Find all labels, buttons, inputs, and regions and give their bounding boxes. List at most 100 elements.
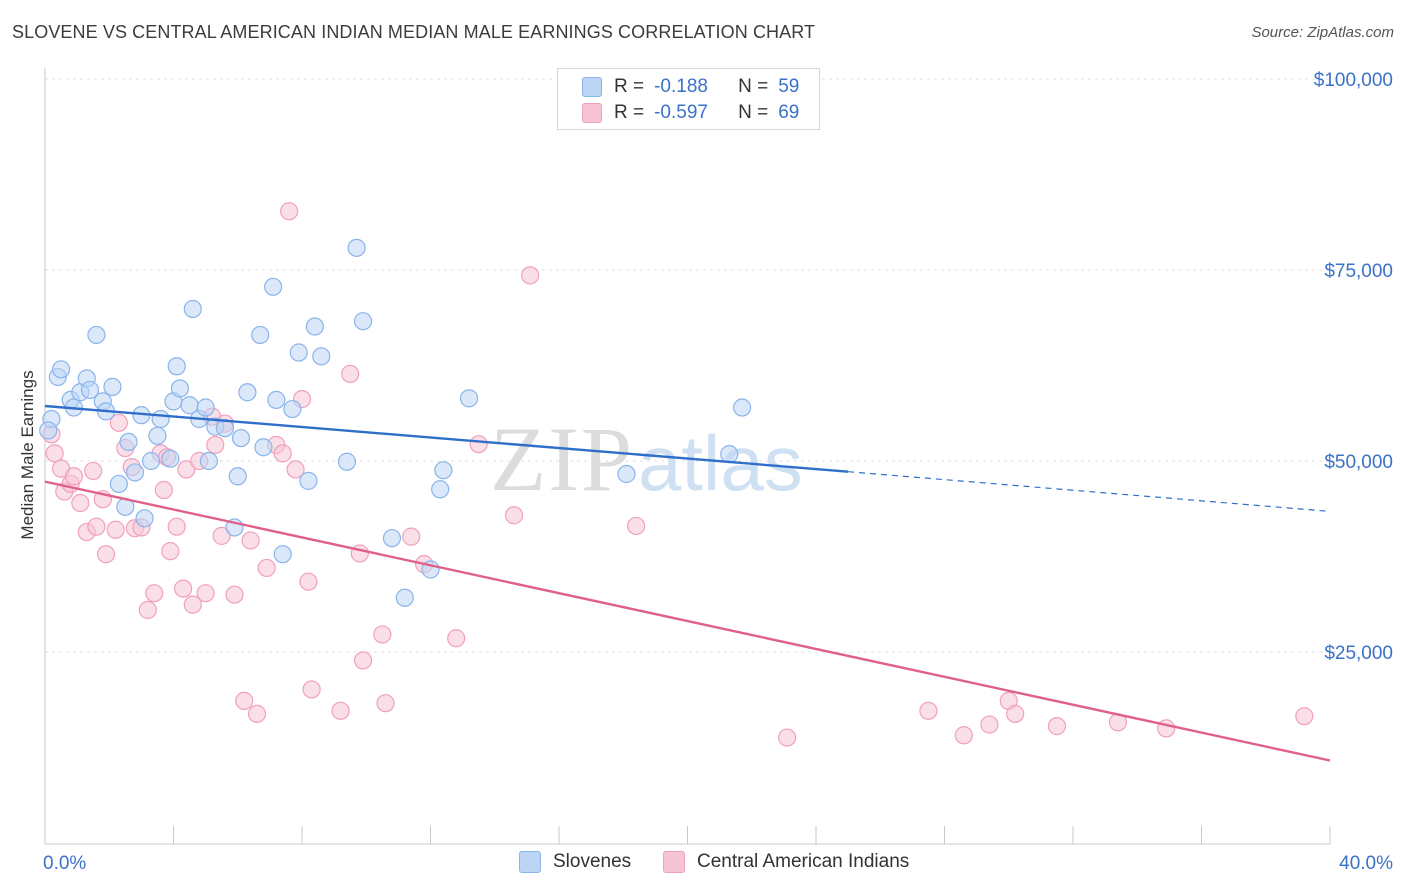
central-american-indians-point-45 bbox=[302, 680, 321, 699]
slovenes-point-15 bbox=[125, 463, 145, 482]
slovenes-swatch bbox=[582, 77, 602, 97]
central-american-indians-point-13 bbox=[109, 413, 128, 432]
slovenes-point-29 bbox=[199, 451, 218, 471]
central-american-indians-point-46 bbox=[331, 701, 350, 720]
slovenes-point-45 bbox=[312, 347, 331, 366]
slovenes-point-50 bbox=[395, 588, 414, 607]
x-tick-label-0: 0.0% bbox=[43, 853, 86, 874]
slovenes-point-46 bbox=[337, 452, 357, 471]
slovenes-point-41 bbox=[283, 399, 302, 419]
slovenes-point-34 bbox=[231, 428, 251, 448]
central-american-indians-point-36 bbox=[241, 531, 260, 550]
slovenes-point-47 bbox=[347, 238, 366, 257]
slovenes-point-52 bbox=[434, 461, 453, 480]
slovenes-point-38 bbox=[263, 277, 283, 296]
central-american-indians-point-37 bbox=[247, 704, 267, 723]
central-american-indians-point-19 bbox=[145, 584, 164, 603]
central-american-indians-point-24 bbox=[167, 517, 186, 536]
slovenes-point-14 bbox=[119, 432, 138, 451]
slovenes-point-40 bbox=[273, 545, 292, 564]
central-american-indians-point-52 bbox=[402, 527, 421, 546]
axes bbox=[44, 68, 1331, 845]
central-american-indians-point-58 bbox=[626, 516, 646, 536]
slovenes-point-21 bbox=[161, 449, 180, 468]
central-american-indians-point-21 bbox=[154, 480, 173, 500]
legend-label-central-american-indians: Central American Indians bbox=[697, 851, 910, 872]
central-american-indians-point-23 bbox=[161, 542, 180, 561]
central-american-indians-point-35 bbox=[235, 691, 254, 710]
y-axis-label: Median Male Earnings bbox=[18, 370, 37, 539]
legend-label-slovenes: Slovenes bbox=[553, 851, 632, 872]
y-tick-label-1: $50,000 bbox=[1324, 452, 1393, 473]
central-american-indians-point-57 bbox=[520, 266, 540, 285]
slovenes-point-28 bbox=[196, 398, 215, 417]
slovenes-point-55 bbox=[617, 464, 636, 484]
slovenes-point-18 bbox=[141, 451, 161, 471]
y-tick-labels: $25,000 $50,000 $75,000 $100,000 bbox=[1314, 70, 1393, 664]
central-american-indians-point-41 bbox=[280, 202, 299, 221]
central-american-indians-point-55 bbox=[469, 435, 488, 454]
central-american-indians-point-29 bbox=[196, 584, 215, 603]
r-label: R = bbox=[614, 102, 645, 123]
watermark-atlas: atlas bbox=[638, 419, 803, 507]
central-american-indians-point-25 bbox=[174, 579, 193, 598]
slovenes-point-53 bbox=[431, 480, 450, 499]
slovenes-point-44 bbox=[305, 317, 324, 336]
slovenes-point-11 bbox=[103, 377, 122, 396]
slovenes-points bbox=[39, 238, 752, 607]
central-american-indians-point-27 bbox=[183, 595, 202, 614]
slovenes-point-39 bbox=[267, 390, 286, 409]
x-tick-labels: 0.0% 40.0% bbox=[43, 853, 1393, 874]
slovenes-trend-line-extension bbox=[848, 471, 1331, 513]
grid bbox=[45, 78, 1392, 653]
central-american-indians-point-47 bbox=[341, 364, 360, 384]
stats-row-central-american-indians: R = -0.597 N = 69 bbox=[582, 102, 799, 124]
central-american-indians-point-59 bbox=[777, 728, 797, 747]
slovenes-point-33 bbox=[228, 467, 247, 486]
y-tick-label-0: $25,000 bbox=[1324, 643, 1393, 664]
watermark: ZIP atlas bbox=[490, 408, 803, 510]
slovenes-point-48 bbox=[353, 312, 373, 331]
central-american-indians-point-68 bbox=[1295, 707, 1314, 726]
slovenes-point-58 bbox=[39, 421, 58, 440]
slovenes-point-56 bbox=[720, 445, 739, 464]
slovenes-point-43 bbox=[299, 471, 318, 490]
legend-item-slovenes[interactable]: Slovenes bbox=[519, 851, 631, 873]
bottom-legend: Slovenes Central American Indians bbox=[0, 851, 1406, 877]
slovenes-point-24 bbox=[170, 379, 190, 398]
central-american-indians-point-11 bbox=[96, 545, 116, 564]
central-american-indians-point-62 bbox=[980, 715, 999, 734]
legend-item-central-american-indians[interactable]: Central American Indians bbox=[663, 851, 909, 873]
slovenes-trend-line bbox=[44, 404, 849, 473]
central-american-indians-swatch bbox=[582, 103, 602, 123]
central-american-indians-point-51 bbox=[376, 694, 395, 713]
central-american-indians-point-61 bbox=[954, 726, 973, 745]
central-american-indians-point-26 bbox=[177, 460, 196, 479]
central-american-indians-point-50 bbox=[373, 625, 392, 644]
central-american-indians-point-56 bbox=[504, 506, 524, 525]
stats-legend: R = -0.188 N = 59 R = -0.597 N = 69 bbox=[557, 68, 820, 130]
slovenes-point-26 bbox=[183, 299, 202, 319]
legend-swatch-slovenes bbox=[519, 851, 541, 873]
slovenes-point-42 bbox=[289, 343, 308, 362]
slovenes-point-8 bbox=[87, 325, 106, 345]
y-tick-label-2: $75,000 bbox=[1324, 261, 1393, 282]
central-american-indians-point-5 bbox=[64, 467, 84, 486]
chart-title: SLOVENE VS CENTRAL AMERICAN INDIAN MEDIA… bbox=[12, 22, 816, 42]
n-value: 69 bbox=[778, 102, 800, 123]
central-american-indians-point-6 bbox=[71, 493, 90, 513]
central-american-indians-point-8 bbox=[84, 461, 103, 481]
central-american-indians-trend-line bbox=[44, 480, 1331, 762]
slovenes-point-20 bbox=[151, 409, 170, 429]
watermark-zip: ZIP bbox=[490, 408, 634, 510]
slovenes-point-36 bbox=[251, 325, 270, 345]
slovenes-point-23 bbox=[167, 357, 186, 376]
slovenes-point-17 bbox=[135, 509, 154, 528]
central-american-indians-point-1 bbox=[45, 444, 64, 463]
central-american-indians-point-9 bbox=[87, 517, 106, 536]
central-american-indians-point-64 bbox=[1006, 704, 1025, 723]
slovenes-point-7 bbox=[80, 380, 100, 400]
trend-lines bbox=[44, 404, 1331, 762]
n-label: N = bbox=[738, 76, 769, 97]
